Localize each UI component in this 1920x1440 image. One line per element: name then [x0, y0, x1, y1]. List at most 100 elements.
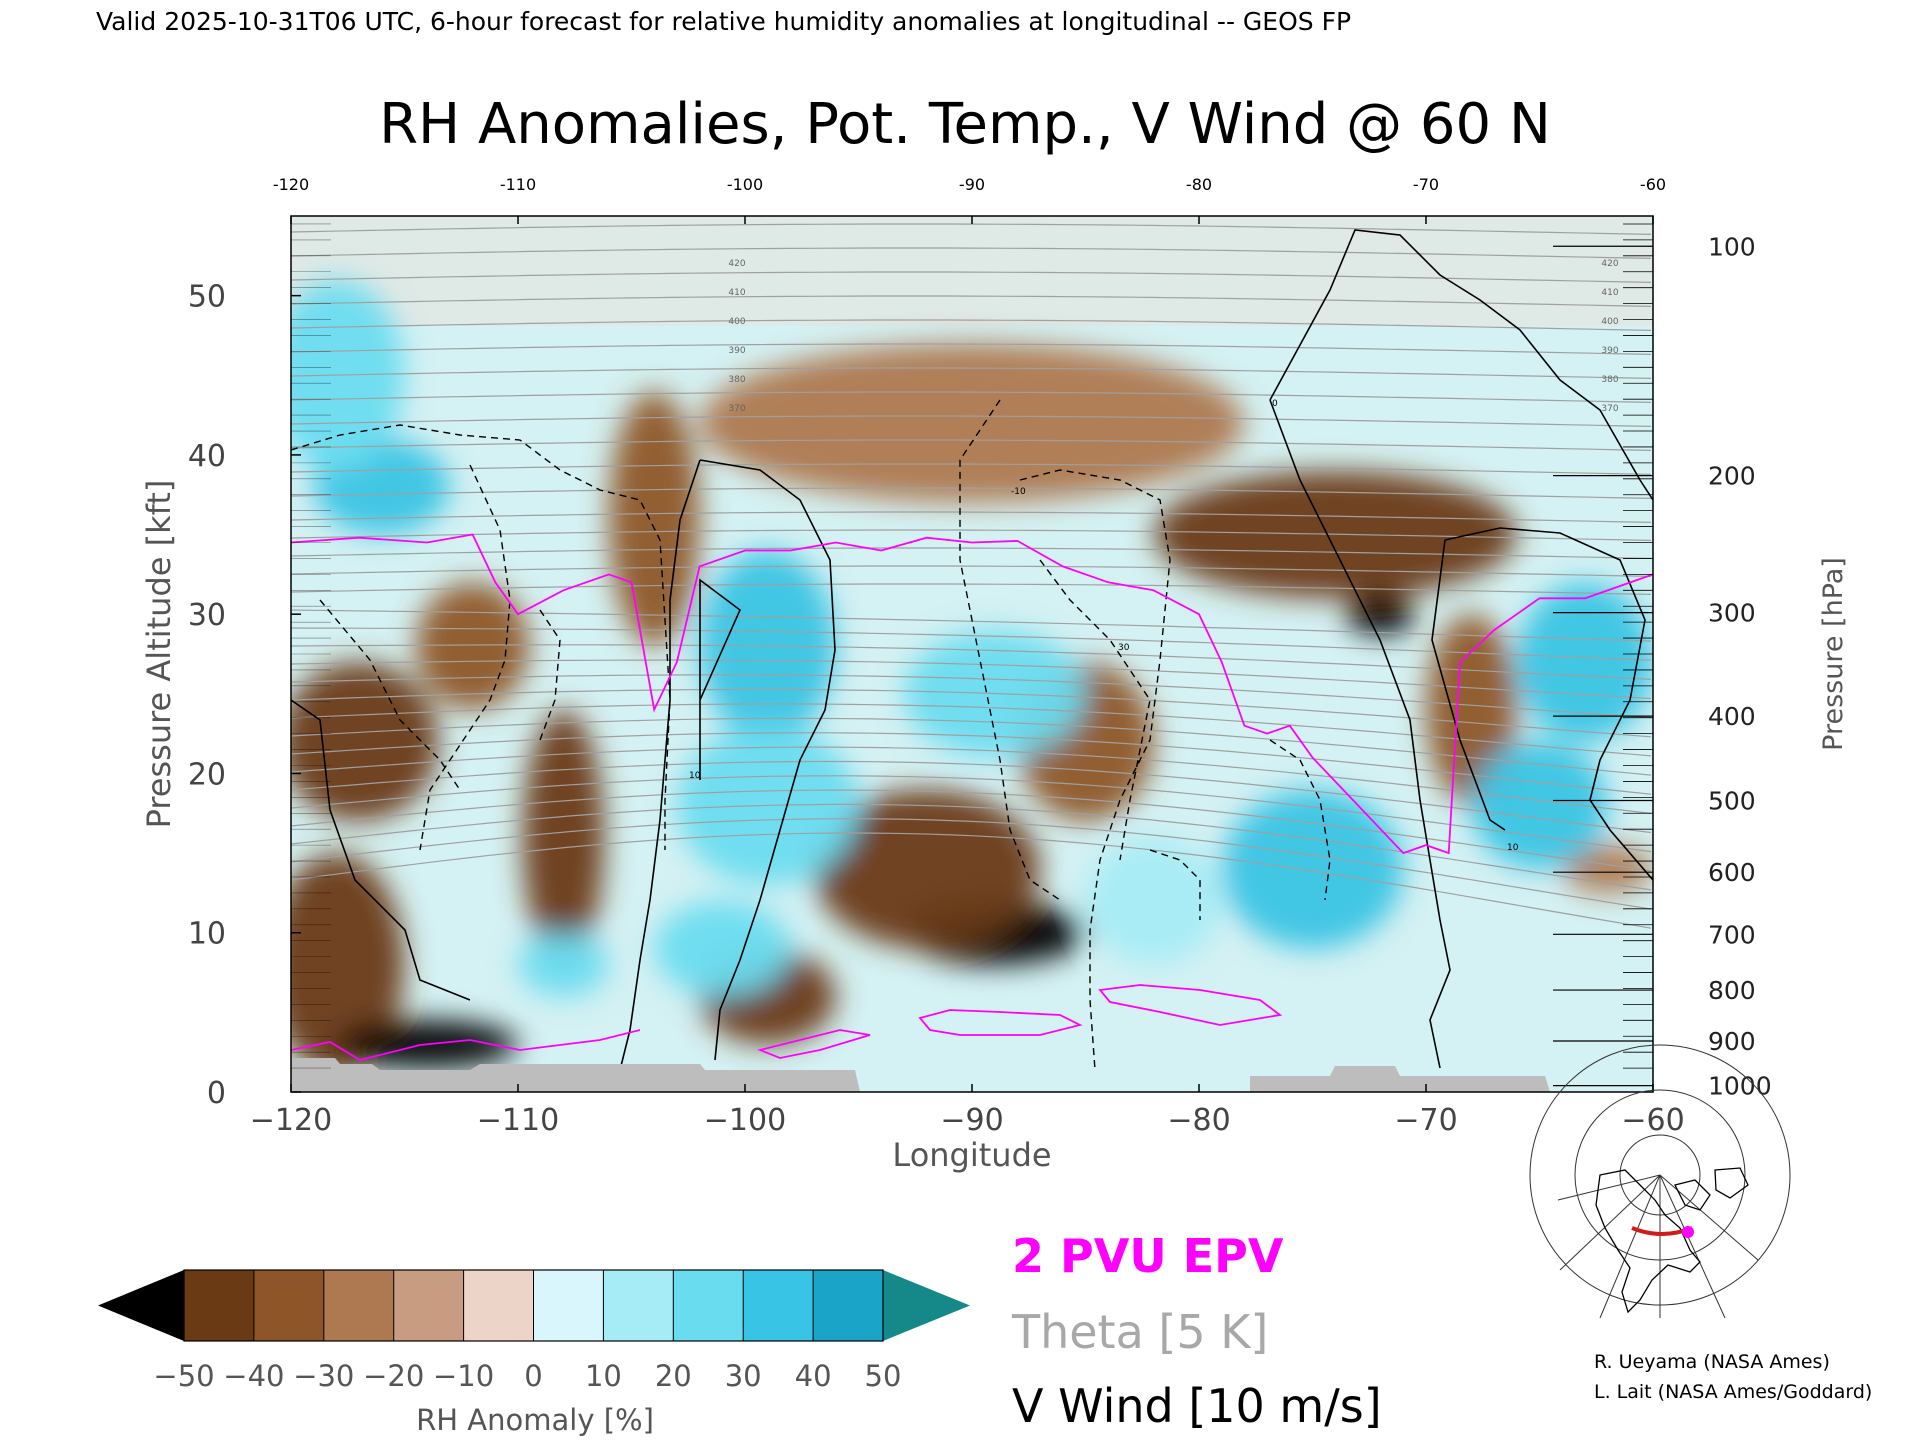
- y-tick-label: 20: [188, 757, 226, 792]
- y-axis-left: 0 10 20 30 40 50: [188, 280, 301, 1111]
- colorbar-tick-label: −20: [363, 1359, 424, 1393]
- theta-contour: [291, 271, 1652, 283]
- y-tick-label: 0: [207, 1076, 226, 1111]
- top-tick-label: -100: [727, 175, 763, 194]
- v-wind-contour: [1269, 229, 1653, 501]
- x-tick-label: −110: [477, 1103, 559, 1138]
- theta-contour: [291, 659, 1652, 700]
- y-tick-label: 40: [188, 439, 226, 474]
- theta-contour: [291, 547, 1652, 559]
- colorbar-segment: [184, 1270, 255, 1341]
- y-axis-label-right: Pressure [hPa]: [1818, 557, 1849, 751]
- rh-anomaly-blob: [1562, 845, 1653, 893]
- y-axis-label-left: Pressure Altitude [kft]: [140, 480, 178, 829]
- theta-contour: [291, 200, 1651, 210]
- v-wind-contour-negative: [1019, 469, 1171, 1071]
- theta-contour: [291, 415, 1652, 427]
- theta-contour-label: 380: [1601, 375, 1618, 385]
- y-tick-label: 50: [188, 280, 226, 315]
- y-tick-label: 30: [188, 598, 226, 633]
- pressure-tick-label: 900: [1708, 1027, 1756, 1056]
- epv-2pvu-line: [1098, 984, 1283, 1026]
- theta-contour-label: 400: [1601, 317, 1618, 327]
- colorbar-tick-label: 20: [655, 1359, 692, 1393]
- inset-map-marker: [1682, 1226, 1694, 1238]
- theta-contour: [291, 818, 1652, 910]
- colorbar-tick-label: 10: [585, 1359, 622, 1393]
- colorbar-segment: [463, 1270, 534, 1341]
- x-tick-label: −80: [1167, 1103, 1230, 1138]
- theta-contour-label: 410: [1601, 288, 1618, 298]
- colorbar-under-arrow: [98, 1270, 184, 1341]
- theta-contour: [291, 760, 1652, 834]
- plot-area: 420 420 410 410 400 400 390 390 380 380 370 370 -10…: [291, 200, 1653, 1092]
- theta-contour: [291, 789, 1652, 872]
- epv-2pvu-contour: [291, 533, 1653, 1061]
- colorbar-tick-label: 0: [524, 1359, 542, 1393]
- theta-contour: [291, 832, 1652, 929]
- colorbar-tick-label: 40: [795, 1359, 832, 1393]
- theta-contour: [291, 688, 1652, 738]
- x-tick-label: −100: [704, 1103, 786, 1138]
- pressure-tick-label: 300: [1708, 599, 1756, 628]
- terrain-east: [1250, 1066, 1550, 1092]
- x-tick-label: −120: [250, 1103, 332, 1138]
- pressure-tick-label: 200: [1708, 462, 1756, 491]
- v-wind-contour: [699, 578, 741, 780]
- epv-2pvu-line: [757, 1029, 871, 1059]
- rh-anomaly-blob: [654, 900, 791, 997]
- rh-anomaly-blob: [1346, 593, 1415, 635]
- rh-anomaly-blob: [415, 582, 530, 710]
- v-wind-contour: [1431, 539, 1506, 831]
- theta-contour: [291, 703, 1652, 757]
- colorbar-label: RH Anomaly [%]: [416, 1403, 654, 1437]
- theta-contour: [291, 247, 1652, 259]
- colorbar-segment: [533, 1270, 604, 1341]
- colorbar-segment: [253, 1270, 325, 1341]
- theta-contour: [291, 732, 1652, 795]
- inset-map-coastlines: [1595, 1167, 1749, 1314]
- theta-contour: [291, 391, 1652, 403]
- v-wind-contour-negative: [291, 424, 671, 850]
- theta-contour: [291, 343, 1652, 355]
- v-wind-contour-label: 30: [1118, 643, 1130, 653]
- colorbar-tick-label: 50: [865, 1359, 902, 1393]
- v-wind-contour: [619, 459, 701, 1071]
- x-tick-label: −60: [1621, 1103, 1684, 1138]
- colorbar-tick-label: 30: [725, 1359, 762, 1393]
- v-wind-contour: [699, 459, 836, 1061]
- theta-contour: [291, 463, 1652, 475]
- epv-2pvu-line: [291, 1029, 641, 1061]
- theta-contour-label: 400: [728, 317, 745, 327]
- theta-contour: [291, 487, 1652, 499]
- rh-anomaly-blob: [608, 391, 700, 647]
- pressure-tick-label: 400: [1708, 702, 1756, 731]
- theta-contour-label: 370: [1601, 404, 1618, 414]
- credit-line-1: R. Ueyama (NASA Ames): [1594, 1351, 1830, 1373]
- colorbar-segment: [393, 1270, 465, 1341]
- v-wind-contour-label: -10: [1011, 487, 1026, 497]
- rh-anomaly-blob: [1426, 614, 1517, 806]
- theta-contour: [291, 295, 1652, 307]
- legend-epv: 2 PVU EPV: [1012, 1229, 1284, 1283]
- pressure-tick-label: 500: [1708, 787, 1756, 816]
- epv-2pvu-line: [291, 533, 1653, 855]
- theta-contours: 420 420 410 410 400 400 390 390 380 380 370 370: [291, 200, 1652, 929]
- top-tick-label: -70: [1413, 175, 1439, 194]
- theta-contour: [291, 803, 1652, 891]
- chart-title: RH Anomalies, Pot. Temp., V Wind @ 60 N: [379, 92, 1551, 157]
- pressure-tick-label: 100: [1708, 232, 1756, 261]
- x-tick-label: −70: [1394, 1103, 1457, 1138]
- theta-contour: [291, 565, 1652, 577]
- rh-anomaly-blob: [518, 932, 609, 997]
- theta-contour: [291, 511, 1652, 523]
- rh-anomaly-blob: [1471, 741, 1608, 870]
- theta-contour-label: 420: [1601, 259, 1618, 269]
- theta-contour: [291, 223, 1652, 235]
- colorbar-segment: [323, 1270, 395, 1341]
- x-axis-label: Longitude: [892, 1136, 1051, 1174]
- v-wind-contour-negative: [319, 599, 461, 791]
- theta-contour: [291, 583, 1652, 595]
- epv-2pvu-line: [918, 1009, 1083, 1036]
- v-wind-contours: -10 30 10 0 10: [291, 229, 1653, 1071]
